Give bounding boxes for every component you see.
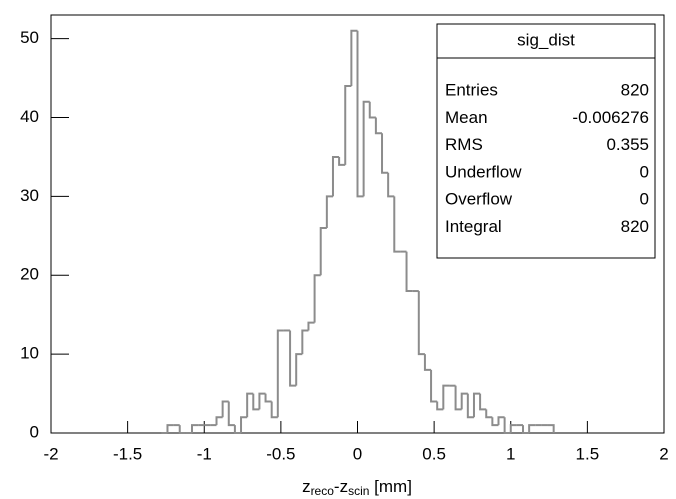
hist-bin xyxy=(509,424,517,433)
hist-bin xyxy=(485,409,493,419)
x-label-part: z xyxy=(302,477,311,496)
hist-bin xyxy=(166,424,174,433)
hist-bin xyxy=(295,353,303,386)
hist-bin xyxy=(258,392,266,410)
x-axis-label: zreco-zscin [mm] xyxy=(302,477,412,498)
stats-value: 0 xyxy=(640,190,649,209)
x-tick-label: -1 xyxy=(197,444,212,463)
stats-key: Integral xyxy=(445,217,502,236)
hist-bin xyxy=(472,392,481,418)
hist-bin xyxy=(301,329,309,355)
hist-bin xyxy=(491,417,499,427)
stats-value: 820 xyxy=(621,217,649,236)
x-tick-label: 2 xyxy=(659,444,668,463)
hist-bin xyxy=(405,251,413,293)
x-tick-label: -2 xyxy=(43,444,58,463)
hist-bin xyxy=(264,393,272,403)
hist-bin xyxy=(313,274,321,323)
hist-bin xyxy=(246,392,254,418)
hist-bin xyxy=(215,416,223,426)
hist-bin xyxy=(466,393,474,419)
hist-bin xyxy=(319,226,327,276)
hist-bin xyxy=(528,424,536,433)
stats-title: sig_dist xyxy=(517,30,575,49)
x-tick-label: 0.5 xyxy=(422,444,446,463)
hist-bin xyxy=(270,401,278,419)
hist-bin xyxy=(362,100,370,197)
hist-bin xyxy=(479,393,487,411)
x-tick-label: 0 xyxy=(353,444,362,463)
hist-bin xyxy=(356,30,364,198)
hist-bin xyxy=(331,155,340,197)
hist-bin xyxy=(289,330,297,387)
stats-value: 0 xyxy=(640,162,649,181)
hist-bin xyxy=(460,392,468,410)
x-label-sub: scin xyxy=(348,484,369,498)
hist-bin xyxy=(368,101,376,119)
hist-bin xyxy=(344,84,352,165)
hist-bin xyxy=(442,384,450,410)
x-tick-label: -0.5 xyxy=(266,444,295,463)
stats-key: Underflow xyxy=(445,162,522,181)
hist-bin xyxy=(454,385,462,411)
stats-key: Mean xyxy=(445,108,488,127)
stats-key: Overflow xyxy=(445,190,513,209)
hist-bin xyxy=(381,133,389,174)
hist-bin xyxy=(430,369,438,403)
x-tick-label: 1.5 xyxy=(576,444,600,463)
hist-bin xyxy=(497,416,505,426)
y-tick-label: 30 xyxy=(20,186,39,205)
hist-bin xyxy=(387,172,395,198)
hist-bin xyxy=(423,354,432,371)
hist-bin xyxy=(178,425,186,434)
hist-bin xyxy=(393,196,401,253)
stats-value: 820 xyxy=(621,80,649,99)
hist-bin xyxy=(233,425,242,434)
hist-bin xyxy=(547,424,555,433)
hist-bin xyxy=(252,393,260,411)
stats-value: -0.006276 xyxy=(572,108,649,127)
hist-bin xyxy=(307,321,315,331)
y-tick-label: 0 xyxy=(30,422,39,441)
hist-bin xyxy=(227,401,235,427)
x-tick-label: 1 xyxy=(506,444,515,463)
x-label-part: [mm] xyxy=(369,477,412,496)
hist-bin xyxy=(338,156,346,166)
stats-value: 0.355 xyxy=(606,135,649,154)
hist-bin xyxy=(190,424,199,433)
hist-bin xyxy=(417,291,425,356)
hist-bin xyxy=(436,401,444,411)
hist-bin xyxy=(503,417,511,434)
y-tick-label: 10 xyxy=(20,344,39,363)
y-tick-label: 50 xyxy=(20,28,39,47)
hist-bin xyxy=(325,195,333,228)
y-tick-label: 20 xyxy=(20,265,39,284)
stats-key: Entries xyxy=(445,80,498,99)
hist-bin xyxy=(221,400,229,418)
stats-key: RMS xyxy=(445,135,483,154)
hist-bin xyxy=(374,117,383,135)
x-label-part: -z xyxy=(334,477,348,496)
hist-bin xyxy=(276,329,284,418)
hist-bin xyxy=(350,29,358,86)
y-tick-label: 40 xyxy=(20,107,39,126)
x-label-sub: reco xyxy=(311,484,335,498)
hist-bin xyxy=(240,416,248,433)
hist-bin xyxy=(522,425,530,434)
stats-box xyxy=(436,23,656,259)
x-tick-label: -1.5 xyxy=(113,444,142,463)
